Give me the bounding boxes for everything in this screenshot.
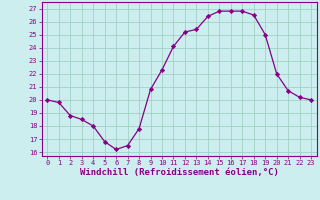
X-axis label: Windchill (Refroidissement éolien,°C): Windchill (Refroidissement éolien,°C) <box>80 168 279 177</box>
